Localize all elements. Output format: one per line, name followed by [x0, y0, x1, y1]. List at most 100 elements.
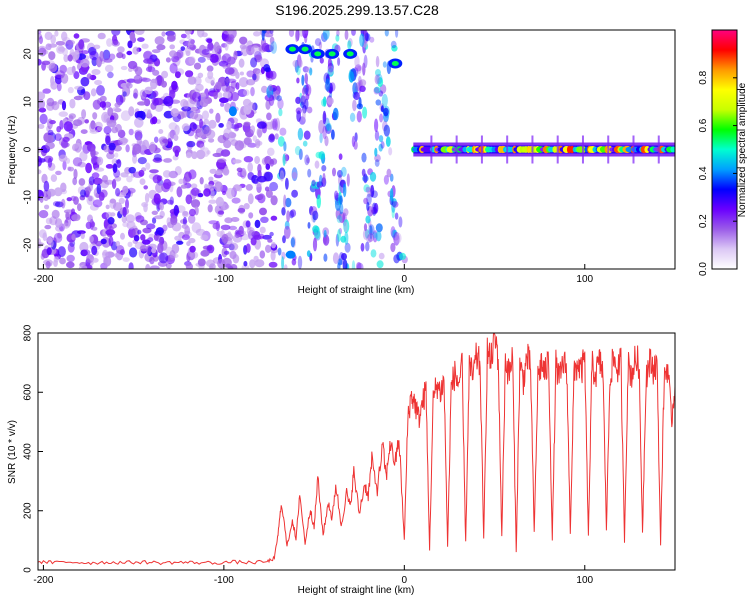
- spectrogram-cell: [285, 197, 292, 208]
- spectrogram-cell: [134, 66, 143, 76]
- spectrogram-cell: [247, 162, 253, 173]
- spectrogram-cell: [61, 100, 67, 111]
- spectrogram-cell: [122, 257, 130, 262]
- spectrogram-cell: [55, 41, 65, 46]
- spectrogram-cell: [80, 189, 86, 198]
- spectrogram-cell: [110, 212, 116, 217]
- spectrogram-cell: [265, 163, 271, 170]
- spectrogram-cell: [356, 262, 362, 269]
- spectrogram-cell: [102, 49, 111, 61]
- spectrogram-cell: [38, 210, 49, 219]
- spectrogram-cell: [146, 223, 156, 230]
- spectrogram-cell: [72, 119, 83, 127]
- spectrogram-cell: [80, 76, 90, 87]
- spectrogram-cell: [103, 126, 112, 135]
- spectrogram-cell: [374, 159, 380, 167]
- colorbar-ticks: 0.0 0.2 0.4 0.6 0.8: [698, 70, 737, 276]
- spectrogram-cell: [111, 40, 120, 47]
- spectrogram-cell: [382, 61, 387, 68]
- spectrogram-cell: [152, 90, 159, 98]
- spectrogram-cell: [91, 172, 100, 179]
- spectrogram-cell: [369, 36, 375, 43]
- spectrogram-cell: [149, 256, 155, 265]
- spectrogram-cell: [250, 86, 255, 97]
- spectrogram-cell: [191, 151, 198, 160]
- spectrogram-cell: [143, 51, 152, 59]
- spectrogram-cell: [354, 64, 362, 72]
- spectrogram-cell: [323, 253, 328, 262]
- spectrogram-cell: [67, 242, 75, 253]
- spectrogram-cell: [342, 259, 348, 269]
- spectrogram-cell: [301, 30, 309, 39]
- spectrogram-cell: [38, 158, 46, 163]
- spectrogram-cell: [324, 135, 329, 147]
- spectrogram-cell: [338, 227, 342, 235]
- tone-spike: [581, 135, 584, 164]
- spectrogram-cell: [286, 210, 290, 223]
- spectrogram-cell: [355, 82, 361, 92]
- spectrogram-cell: [171, 55, 180, 63]
- spectrogram-cell: [122, 185, 129, 195]
- spectrogram-cell: [257, 163, 262, 174]
- spectrogram-cell: [66, 66, 76, 76]
- spectrogram-cell: [108, 142, 116, 151]
- spectrogram-cell: [307, 222, 311, 229]
- spectrogram-cell: [303, 130, 311, 140]
- spectrogram-cell: [216, 230, 224, 237]
- spectrogram-cell: [269, 231, 274, 237]
- spectrogram-cell: [364, 229, 370, 239]
- spectrogram-cell: [270, 41, 278, 54]
- spectrogram-cell: [139, 245, 148, 252]
- spectrogram-cell: [137, 157, 147, 165]
- spectrogram-cell: [194, 133, 199, 140]
- spectrogram-cell: [47, 43, 58, 48]
- spectrogram-cell: [337, 169, 343, 178]
- spectrogram-cell: [298, 59, 303, 68]
- spectrogram-cell: [327, 57, 332, 70]
- spectrogram-cell: [132, 227, 140, 238]
- spectrogram-cell: [254, 259, 265, 268]
- spectrogram-cell: [340, 166, 347, 177]
- spectrogram-cell: [154, 36, 165, 46]
- spectrogram-cell: [206, 65, 214, 72]
- spectrogram-cell: [351, 135, 356, 148]
- spectrogram-cell: [188, 237, 196, 244]
- spectrogram-cell: [208, 199, 217, 204]
- spectrogram-cell: [208, 138, 215, 143]
- spectrogram-cell: [339, 195, 343, 205]
- spectrogram-cell: [372, 232, 377, 239]
- spectrogram-cell: [334, 190, 339, 201]
- spectrogram-cell: [298, 148, 303, 160]
- spectrogram-cell: [296, 110, 302, 122]
- spectrogram-cell: [336, 30, 340, 37]
- spectrogram-cell: [340, 235, 347, 243]
- spectrogram-cell: [268, 84, 274, 92]
- spectrogram-cell: [67, 166, 75, 172]
- spectrogram-cell: [182, 210, 189, 218]
- spectrogram-cell: [351, 30, 356, 36]
- spectrogram-cell: [385, 136, 391, 147]
- spectrogram-cell: [222, 64, 229, 69]
- spectrogram-cell: [63, 54, 69, 63]
- spectrogram-cell: [318, 120, 325, 134]
- spectrogram-cell: [186, 241, 191, 247]
- spectrogram-cell: [390, 40, 397, 49]
- spectrogram-cell: [224, 217, 233, 224]
- spectrogram-cell: [181, 234, 190, 241]
- spectrogram-cell: [186, 152, 192, 159]
- spectrogram-cell: [290, 209, 297, 218]
- spectrogram-cell: [90, 221, 96, 228]
- spectrogram-cell: [269, 30, 274, 35]
- spectrogram-cell: [174, 71, 181, 79]
- spectrogram-cell: [209, 108, 214, 114]
- spectrogram-cell: [269, 70, 277, 80]
- spectrogram-cell: [380, 141, 385, 149]
- spectrogram-cell: [246, 70, 255, 78]
- spectrogram-cell: [113, 202, 123, 211]
- spectrogram-cell: [344, 30, 349, 40]
- spectrogram-cell: [232, 159, 242, 164]
- spectrogram-cell: [223, 30, 232, 35]
- spectrogram-cell: [252, 31, 261, 37]
- spectrogram-cell: [127, 40, 133, 49]
- spectrogram-cell: [356, 65, 362, 75]
